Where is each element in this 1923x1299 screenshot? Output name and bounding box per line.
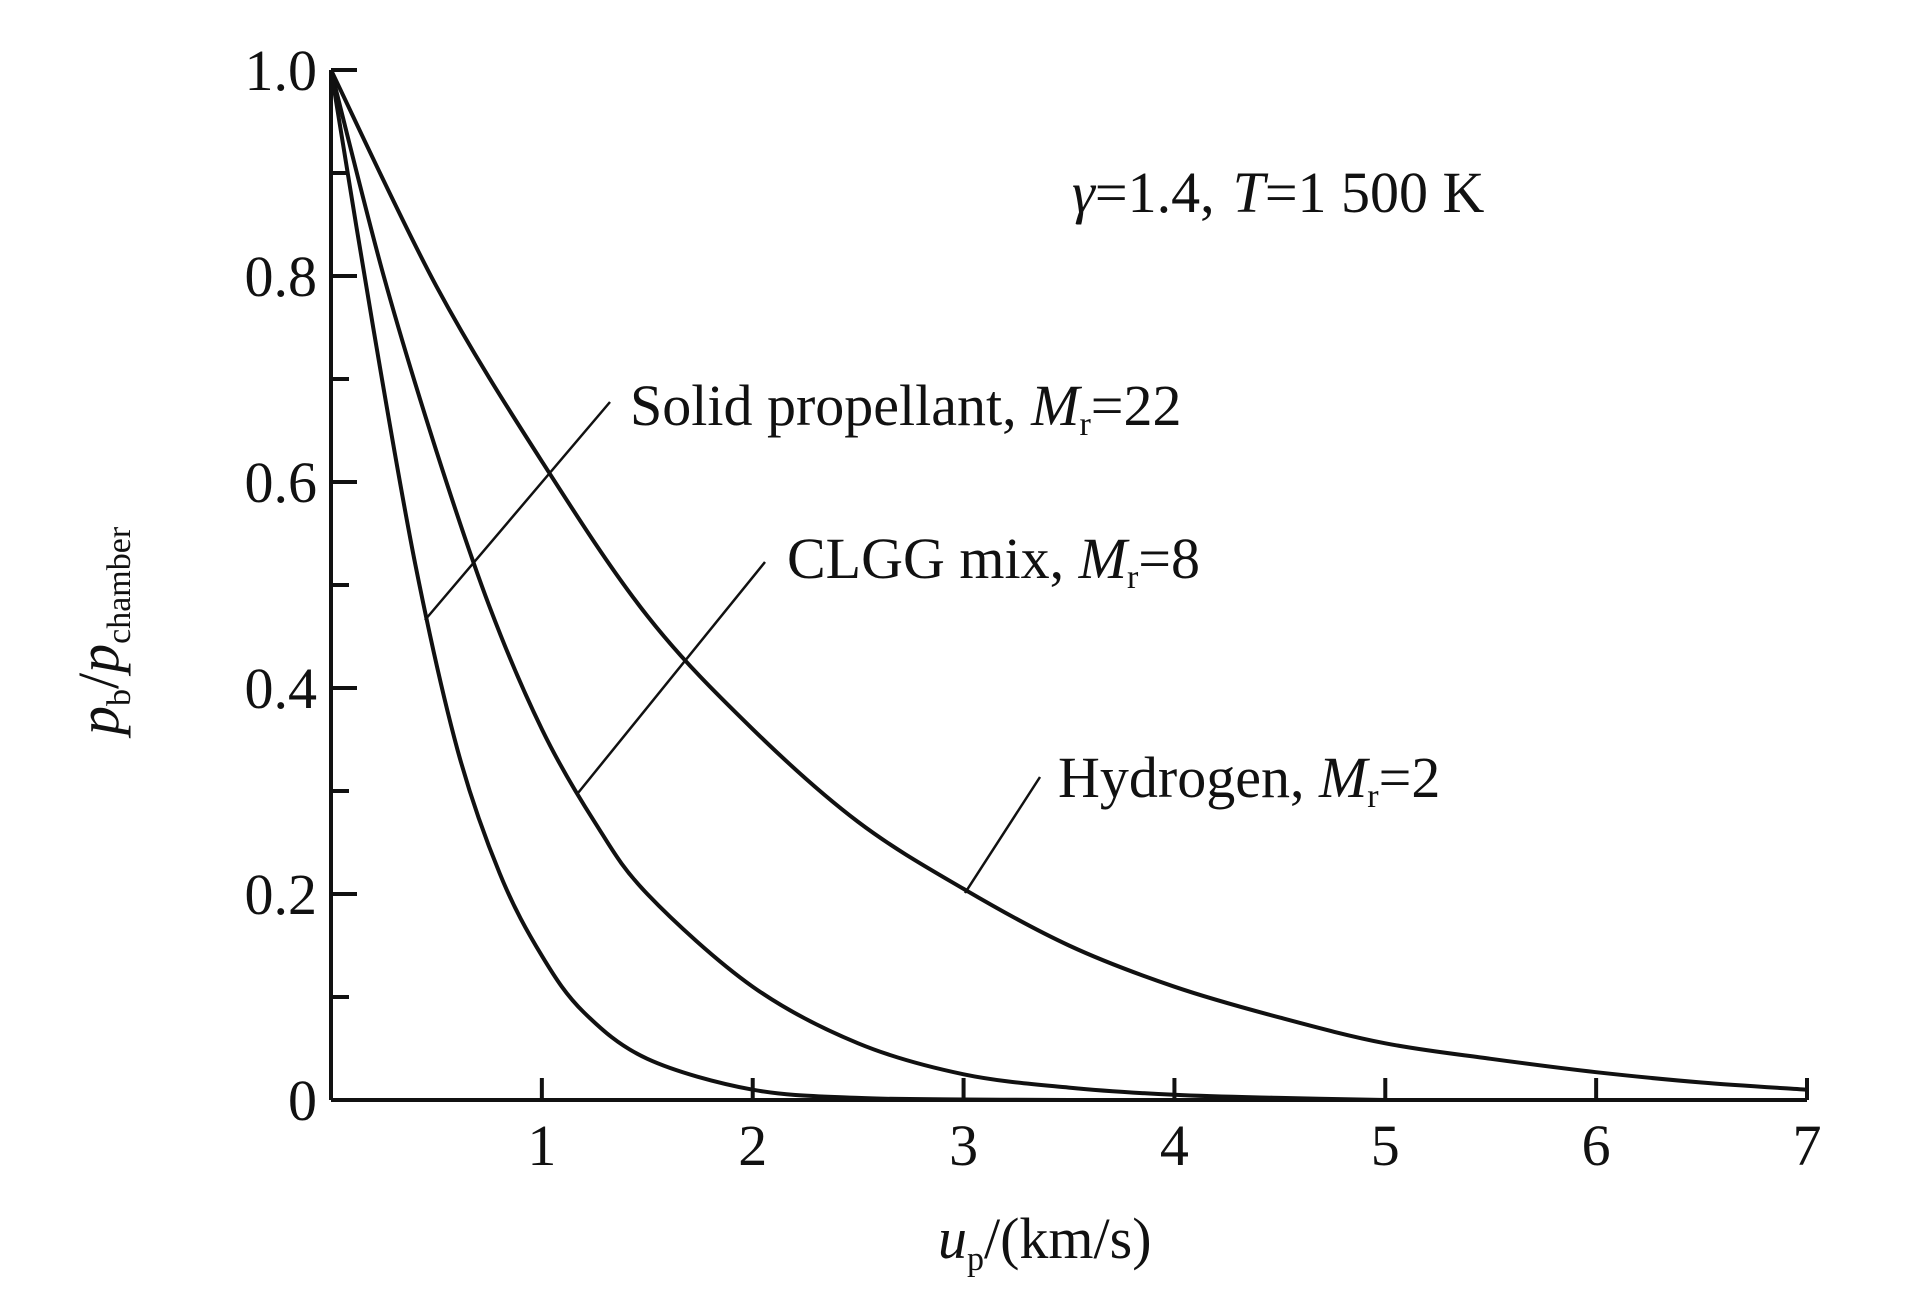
label-hydrogen-text: Hydrogen, [1058,745,1319,810]
label-hydrogen-sub: r [1367,778,1379,815]
y-tick-label: 0.4 [245,656,318,721]
x-axis-sub: p [967,1241,984,1278]
y-tick-label: 0.8 [245,244,318,309]
y-axis-sub1: b [101,689,138,706]
x-axis-var: u [938,1206,967,1271]
temperature-value: =1 500 K [1265,160,1485,225]
label-clgg-mix-val: =8 [1138,526,1200,591]
x-tick-label: 7 [1793,1113,1822,1178]
temperature-symbol: T [1233,160,1269,225]
x-tick-label: 3 [949,1113,978,1178]
y-tick-label: 0 [288,1068,317,1133]
x-tick-label: 1 [527,1113,556,1178]
curves-group [329,69,1808,1102]
leader-solid-propellant [424,401,611,621]
curve-clgg-mix [329,69,1386,1102]
x-tick-label: 5 [1371,1113,1400,1178]
y-axis-slash: / [66,672,131,689]
y-axis-title: pb/pchamber [66,526,138,739]
y-tick-label: 1.0 [245,38,318,103]
label-clgg-mix-sub: r [1127,559,1139,596]
x-axis-rest: /(km/s) [984,1206,1152,1271]
conditions-annotation: γ=1.4, T=1 500 K [1072,160,1485,225]
label-solid-propellant-val: =22 [1091,373,1182,438]
x-tick-label: 2 [738,1113,767,1178]
label-clgg-mix-text: CLGG mix, [787,526,1079,591]
curve-hydrogen [329,69,1808,1092]
y-tick-label: 0.6 [245,450,318,515]
leader-clgg-mix [577,561,766,794]
label-clgg-mix-var: M [1078,526,1130,591]
label-solid-propellant: Solid propellant, Mr=22 [630,373,1182,443]
label-hydrogen-val: =2 [1379,745,1441,810]
gamma-value: =1.4, [1095,160,1215,225]
leader-hydrogen [963,776,1042,894]
label-solid-propellant-var: M [1030,373,1082,438]
x-axis-title: up/(km/s) [938,1206,1152,1278]
y-axis-sub2: chamber [101,526,138,644]
label-solid-propellant-sub: r [1079,406,1091,443]
x-tick-label: 6 [1582,1113,1611,1178]
curve-solid-propellant [329,69,1070,1102]
y-axis-var2: p [66,644,131,677]
label-hydrogen: Hydrogen, Mr=2 [1058,745,1440,815]
y-tick-label: 0.2 [245,862,318,927]
leader-lines [424,401,1042,894]
label-hydrogen-var: M [1318,745,1370,810]
y-ticks: 0 0.2 0.4 0.6 0.8 1.0 [245,38,357,1133]
gamma-symbol: γ [1072,160,1097,225]
y-axis-var1: p [66,706,131,739]
label-clgg-mix: CLGG mix, Mr=8 [787,526,1200,596]
x-ticks: 1 2 3 4 5 6 7 [527,1078,1822,1178]
label-solid-propellant-text: Solid propellant, [630,373,1031,438]
x-tick-label: 4 [1160,1113,1189,1178]
